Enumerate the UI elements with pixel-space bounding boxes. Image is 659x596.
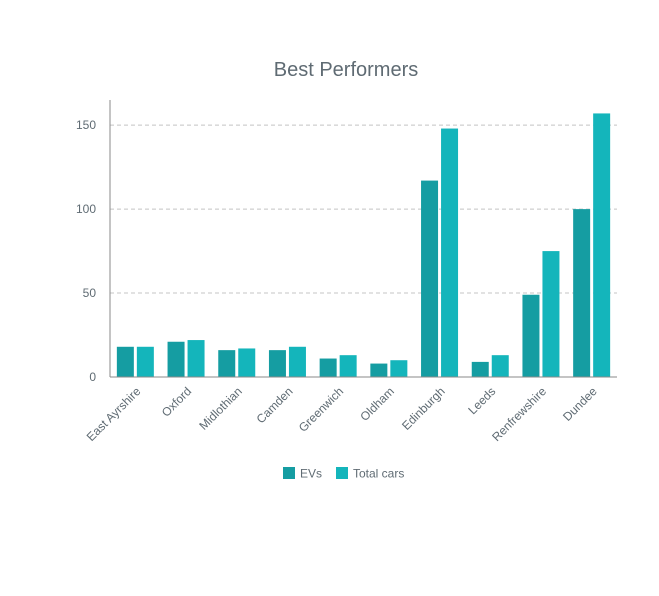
bars [116, 113, 611, 378]
bar [339, 355, 357, 377]
x-axis-labels: East Ayrshire Oxford Midlothian Camden Green… [84, 384, 600, 444]
y-tick-label: 0 [89, 370, 96, 384]
x-tick-label: Leeds [465, 384, 498, 417]
x-tick-label: Renfrewshire [489, 384, 549, 444]
bar [471, 361, 489, 377]
legend-label: Total cars [353, 467, 404, 481]
bar [288, 346, 306, 377]
bar [268, 350, 286, 377]
bar [390, 360, 408, 377]
y-tick-label: 50 [83, 286, 97, 300]
bar [370, 363, 388, 377]
legend: EVs Total cars [283, 467, 404, 481]
y-axis-ticks: 0 50 100 150 [76, 118, 96, 384]
bar [116, 346, 134, 377]
x-tick-label: Midlothian [196, 384, 245, 433]
legend-swatch [336, 467, 348, 479]
bar [136, 346, 154, 377]
x-tick-label: Camden [254, 384, 296, 426]
bar [421, 180, 439, 377]
chart-title: Best Performers [274, 59, 418, 81]
y-tick-label: 100 [76, 202, 96, 216]
bar [441, 128, 459, 377]
bar [238, 348, 256, 377]
bar [593, 113, 611, 378]
bar [167, 341, 185, 377]
legend-label: EVs [300, 467, 322, 481]
y-tick-label: 150 [76, 118, 96, 132]
bar [218, 350, 236, 377]
legend-swatch [283, 467, 295, 479]
bar [542, 251, 560, 377]
x-tick-label: Dundee [560, 384, 600, 424]
gridlines [110, 124, 617, 294]
bar [573, 209, 591, 377]
bar [187, 340, 205, 377]
x-tick-label: Greenwich [296, 384, 346, 434]
x-tick-label: East Ayrshire [84, 384, 144, 444]
bar [491, 355, 509, 377]
bar [522, 294, 540, 377]
x-tick-label: Oldham [357, 384, 397, 424]
x-tick-label: Edinburgh [399, 384, 448, 433]
x-tick-label: Oxford [159, 384, 194, 419]
bar [319, 358, 337, 377]
